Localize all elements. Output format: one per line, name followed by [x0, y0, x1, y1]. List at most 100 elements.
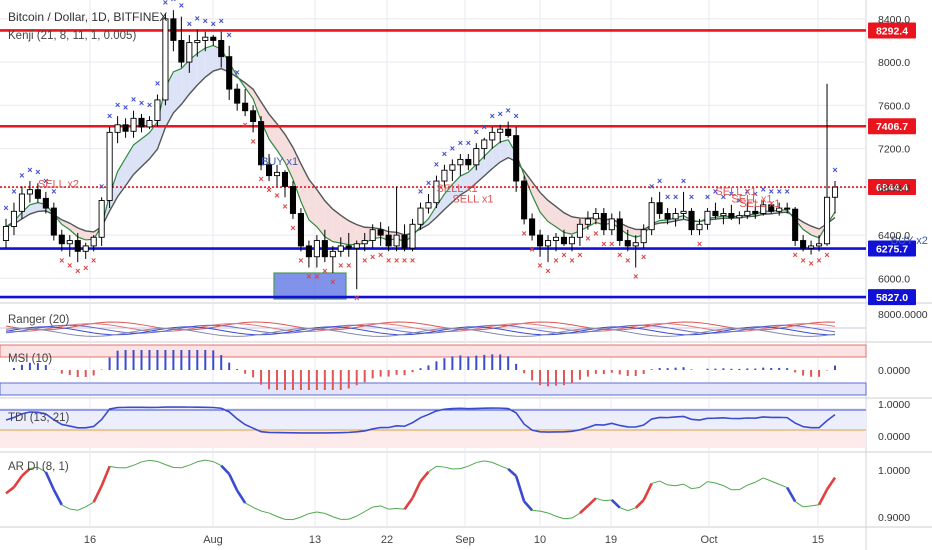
- tdi-tick-label: 0.0000: [878, 431, 910, 443]
- ardi-line-segment: [197, 459, 206, 463]
- candle-body: [10, 210, 18, 227]
- candle-body: [776, 207, 783, 212]
- candle-body: [576, 223, 583, 238]
- ardi-line-segment: [547, 512, 557, 517]
- signal-x-mark: ×: [633, 272, 638, 282]
- signal-x-mark: ×: [123, 102, 128, 112]
- candle-body: [377, 229, 384, 236]
- signal-x-mark: ×: [107, 111, 112, 121]
- signal-x-mark: ×: [490, 111, 495, 121]
- ranger-line: [5, 324, 836, 334]
- signal-x-mark: ×: [673, 192, 678, 202]
- candle-body: [385, 234, 392, 247]
- candle-body: [258, 121, 265, 166]
- ardi-line-segment: [37, 466, 47, 473]
- price-tag-box: [868, 289, 916, 306]
- ardi-line-segment: [12, 475, 24, 488]
- price-tick-label: 7200.0: [878, 144, 910, 156]
- candle-body: [552, 236, 560, 241]
- ardi-line-segment: [468, 462, 477, 467]
- date-tick-label: Sep: [455, 534, 475, 546]
- candle-body: [34, 189, 41, 199]
- candle-body: [760, 204, 767, 214]
- kenji-cloud-segment: [117, 158, 126, 197]
- candle-body: [457, 158, 464, 166]
- ardi-line-segment: [308, 511, 317, 515]
- price-tick-label: 7600.0: [878, 100, 910, 112]
- signal-annotation: BUY x2: [891, 235, 928, 247]
- ardi-line-segment: [205, 459, 214, 463]
- ardi-line-segment: [755, 477, 764, 483]
- signal-x-mark: ×: [705, 192, 710, 202]
- ardi-line-segment: [165, 464, 174, 468]
- date-tick-label: Oct: [700, 534, 717, 546]
- ardi-line-segment: [523, 500, 534, 512]
- ardi-line-segment: [763, 477, 772, 482]
- highlight-box: [273, 272, 347, 300]
- candle-body: [513, 135, 520, 182]
- candle-body: [632, 242, 639, 247]
- signal-x-mark: ×: [155, 79, 160, 89]
- ardi-line-segment: [699, 481, 708, 488]
- date-tick-label: 16: [84, 534, 96, 546]
- candle-body: [425, 202, 432, 209]
- signal-x-mark: ×: [51, 187, 56, 197]
- ardi-line-segment: [276, 516, 286, 520]
- signal-x-mark: ×: [59, 255, 64, 265]
- ardi-line-segment: [220, 464, 231, 475]
- signal-x-mark: ×: [91, 255, 96, 265]
- signal-x-mark: ×: [737, 195, 742, 205]
- kenji-cloud-segment: [109, 171, 118, 211]
- price-panel[interactable]: [5, 44, 836, 300]
- ardi-line-segment: [715, 482, 724, 487]
- ardi-line-segment: [69, 508, 78, 511]
- ranger-line: [5, 321, 836, 331]
- tdi-lower-zone: [0, 430, 866, 448]
- signal-annotation: BUY x1: [261, 156, 298, 168]
- ardi-line-segment: [603, 499, 612, 502]
- candle-body: [449, 164, 456, 171]
- tdi-tick-label: 1.0000: [878, 399, 910, 411]
- candle-body: [568, 236, 575, 245]
- signal-x-mark: ×: [721, 192, 726, 202]
- ardi-line-segment: [610, 499, 621, 509]
- kenji-cloud-segment: [133, 138, 142, 175]
- ardi-line-segment: [100, 465, 111, 487]
- signal-x-mark: ×: [410, 255, 415, 265]
- price-axis: 8400.0 8000.0 7600.0 7200.0 6839.0 6400.0 6000…: [84, 14, 928, 546]
- kenji-cloud-segment: [532, 181, 541, 213]
- candle-body: [688, 210, 695, 231]
- ardi-line-segment: [244, 502, 254, 508]
- signal-x-mark: ×: [569, 255, 574, 265]
- ardi-line-segment: [300, 513, 310, 518]
- ardi-line-segment: [825, 476, 837, 491]
- signal-x-mark: ×: [147, 100, 152, 110]
- tdi-indicator-label: TDI (13, 21): [8, 412, 70, 424]
- candle-body: [672, 213, 679, 220]
- ardi-line-segment: [252, 506, 262, 512]
- candle-body: [417, 207, 424, 225]
- signal-x-mark: ×: [266, 185, 271, 195]
- ardi-line-segment: [811, 504, 820, 507]
- msi-upper-band: [0, 344, 867, 358]
- ardi-line-segment: [659, 480, 668, 486]
- signal-x-mark: ×: [219, 16, 224, 26]
- candle-body: [234, 88, 241, 104]
- signal-x-mark: ×: [314, 272, 319, 282]
- ardi-line-segment: [691, 486, 700, 490]
- kenji-cloud-segment: [245, 82, 254, 99]
- candle-body: [273, 171, 281, 177]
- candle-body: [409, 223, 416, 249]
- signal-x-mark: ×: [19, 170, 24, 180]
- candle-body: [608, 218, 615, 231]
- signal-x-mark: ×: [785, 187, 790, 197]
- ardi-line-segment: [403, 497, 414, 511]
- candle-body: [202, 36, 209, 41]
- signal-x-mark: ×: [338, 261, 343, 271]
- price-tick-label: 8400.0: [878, 14, 910, 26]
- candles[interactable]: [2, 10, 839, 290]
- candle-body: [297, 213, 304, 247]
- signal-x-mark: ×: [824, 250, 829, 260]
